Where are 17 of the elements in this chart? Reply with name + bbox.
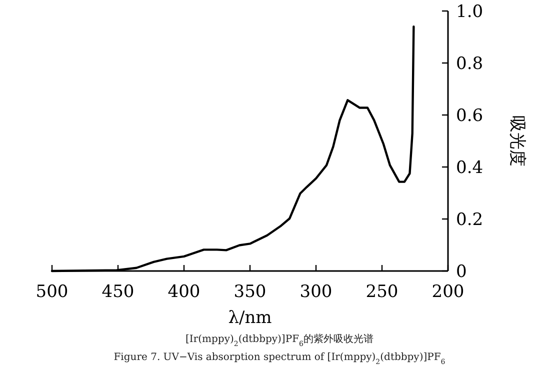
y-tick-label: 0: [456, 262, 467, 282]
x-tick-label: 200: [432, 282, 464, 302]
x-tick-label: 250: [366, 282, 398, 302]
x-tick-label: 500: [36, 282, 68, 302]
y-tick-label: 0.4: [456, 158, 484, 178]
y-tick-label: 0.8: [456, 54, 484, 74]
x-tick-label: 450: [102, 282, 134, 302]
y-tick-label: 0.2: [456, 210, 484, 230]
x-tick-label: 350: [234, 282, 266, 302]
text: [Ir(mppy)$_{2}$(dtbbpy)]PF$_{6}$的紫外吸收光谱: [186, 333, 374, 348]
caption: Figure 7. UV−Vis absorption spectrum of [Ir(mppy)$_{2}$(dtbbpy)]PF$_{6}$: [114, 352, 446, 366]
x-axis-title: λ/nm: [228, 308, 272, 328]
y-tick-label: 1.0: [456, 2, 484, 22]
x-tick-label: 300: [300, 282, 332, 302]
x-tick-label: 400: [168, 282, 200, 302]
y-tick-label: 0.6: [456, 106, 484, 126]
y-axis-title: 吸光度: [507, 116, 527, 166]
